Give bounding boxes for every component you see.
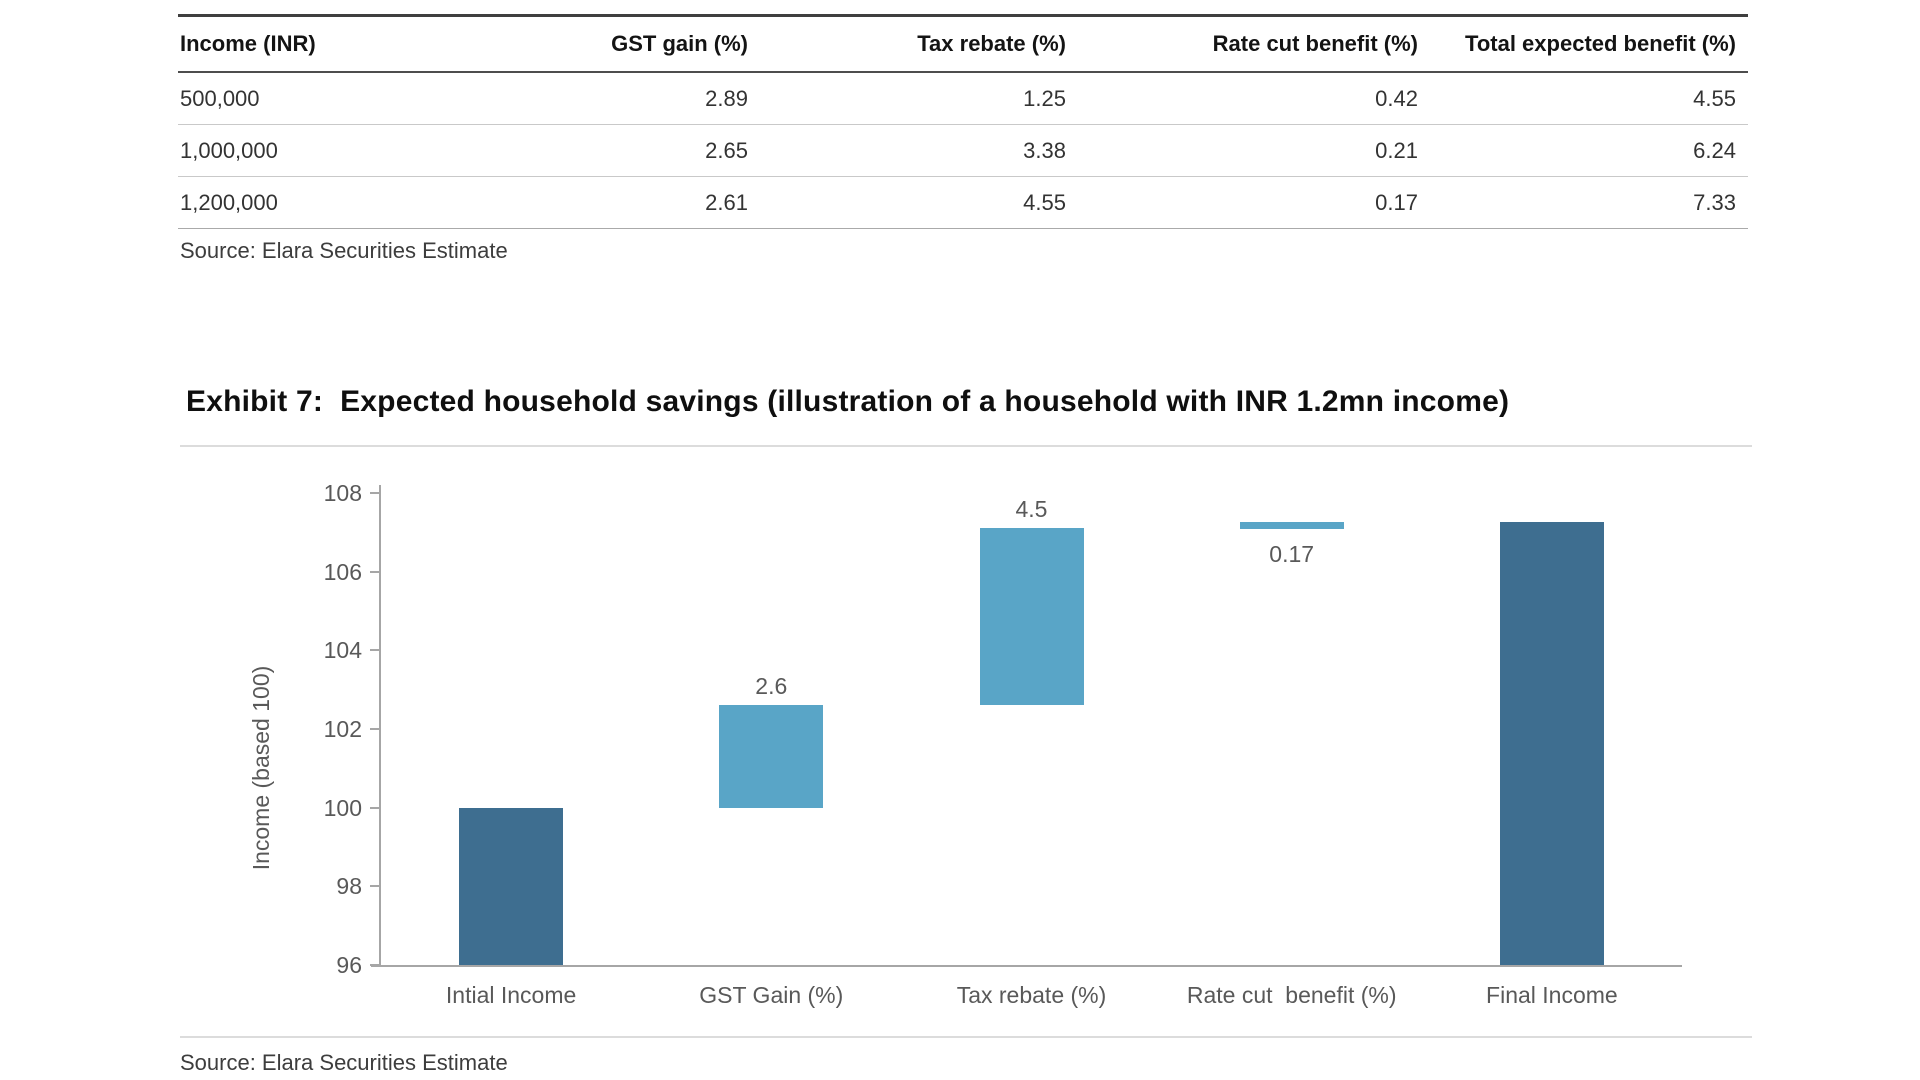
cell-gst-gain: 2.65 — [475, 124, 760, 177]
divider-line — [180, 445, 1752, 447]
waterfall-bar — [979, 528, 1084, 706]
y-tick-mark — [370, 649, 379, 652]
bar-value-label: 0.17 — [1269, 540, 1315, 567]
cell-rate-cut: 0.17 — [1078, 176, 1430, 229]
divider-line — [180, 1036, 1752, 1038]
benefit-table: Income (INR) GST gain (%) Tax rebate (%)… — [178, 14, 1748, 229]
y-tick-label: 106 — [323, 558, 362, 585]
x-category-label: Tax rebate (%) — [956, 982, 1107, 1008]
table-row: 500,000 2.89 1.25 0.42 4.55 — [178, 72, 1748, 125]
x-category-label: Final Income — [1486, 982, 1618, 1008]
cell-gst-gain: 2.61 — [475, 176, 760, 229]
cell-gst-gain: 2.89 — [475, 72, 760, 125]
bar-value-label: 4.5 — [1015, 496, 1048, 523]
exhibit-title: Exhibit 7: Expected household savings (i… — [186, 385, 1510, 418]
x-category-label: Rate cut benefit (%) — [1186, 982, 1397, 1008]
col-header-gst-gain: GST gain (%) — [475, 15, 760, 73]
cell-tax-rebate: 4.55 — [760, 176, 1078, 229]
cell-income: 1,200,000 — [178, 176, 475, 229]
cell-income: 500,000 — [178, 72, 475, 125]
y-tick-mark — [370, 570, 379, 573]
x-category-label: Intial Income — [445, 982, 577, 1008]
y-tick-mark — [370, 964, 379, 966]
y-tick-label: 108 — [323, 480, 362, 506]
col-header-income: Income (INR) — [178, 15, 475, 73]
y-tick-label: 100 — [323, 794, 362, 821]
cell-total-benefit: 4.55 — [1430, 72, 1748, 125]
waterfall-bar — [719, 705, 824, 808]
col-header-rate-cut: Rate cut benefit (%) — [1078, 15, 1430, 73]
cell-total-benefit: 6.24 — [1430, 124, 1748, 177]
y-tick-label: 96 — [336, 952, 362, 978]
table-row: 1,200,000 2.61 4.55 0.17 7.33 — [178, 176, 1748, 229]
cell-rate-cut: 0.21 — [1078, 124, 1430, 177]
col-header-total-benefit: Total expected benefit (%) — [1430, 15, 1748, 73]
y-tick-label: 104 — [323, 637, 362, 664]
col-header-tax-rebate: Tax rebate (%) — [760, 15, 1078, 73]
cell-income: 1,000,000 — [178, 124, 475, 177]
waterfall-bar — [459, 807, 564, 965]
y-tick-label: 102 — [323, 716, 362, 742]
waterfall-bar — [1499, 521, 1604, 965]
table-row: 1,000,000 2.65 3.38 0.21 6.24 — [178, 124, 1748, 177]
bar-value-label: 2.6 — [755, 673, 788, 700]
y-tick-mark — [370, 492, 379, 494]
y-tick-mark — [370, 885, 379, 888]
table-source-note: Source: Elara Securities Estimate — [180, 238, 508, 263]
chart-source-note: Source: Elara Securities Estimate — [180, 1050, 508, 1075]
cell-rate-cut: 0.42 — [1078, 72, 1430, 125]
y-tick-mark — [370, 728, 379, 730]
waterfall-bar — [1239, 521, 1344, 529]
table-header-row: Income (INR) GST gain (%) Tax rebate (%)… — [178, 15, 1748, 73]
cell-tax-rebate: 1.25 — [760, 72, 1078, 125]
y-tick-label: 98 — [336, 873, 362, 900]
y-tick-mark — [370, 806, 379, 809]
x-category-label: GST Gain (%) — [699, 982, 844, 1008]
cell-tax-rebate: 3.38 — [760, 124, 1078, 177]
y-axis-line — [379, 485, 381, 967]
cell-total-benefit: 7.33 — [1430, 176, 1748, 229]
x-axis-line — [371, 965, 1682, 967]
y-axis-title: Income (based 100) — [248, 665, 274, 871]
